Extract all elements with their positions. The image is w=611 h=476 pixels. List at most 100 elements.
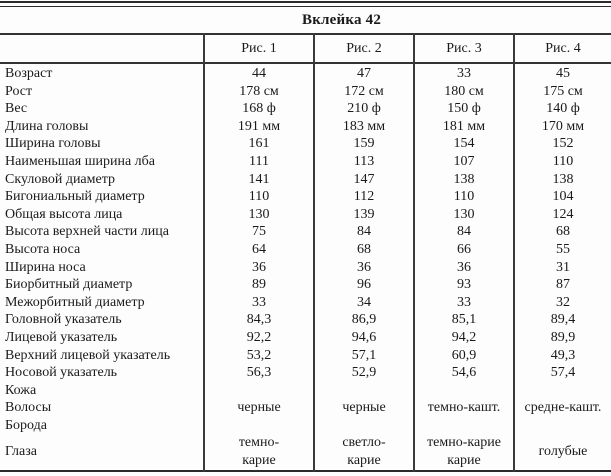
row-label: Волосы bbox=[5, 400, 52, 416]
cell-fig4: 87 bbox=[513, 276, 611, 294]
cell-fig2: 86,9 bbox=[313, 311, 414, 329]
cell-fig4: 110 bbox=[513, 152, 611, 171]
cell-fig4: средне-кашт. bbox=[513, 399, 611, 417]
cell-fig1: 110 bbox=[203, 188, 314, 206]
cell-fig3: 66 bbox=[413, 240, 514, 259]
cell-fig1: 33 bbox=[203, 293, 314, 312]
cell-fig1: 53,2 bbox=[203, 346, 314, 365]
cell-fig4 bbox=[513, 416, 611, 435]
cell-fig2: 112 bbox=[313, 188, 414, 206]
cell-fig4: 138 bbox=[513, 170, 611, 189]
cell-fig1: 44 bbox=[203, 63, 314, 83]
row-label: Лицевой указатель bbox=[5, 329, 118, 345]
cell-fig2: 147 bbox=[313, 170, 414, 189]
table-row: Головной указатель 84,3 86,9 85,1 89,4 bbox=[0, 311, 611, 329]
cell-fig2: 36 bbox=[313, 258, 414, 277]
cell-fig3: 54,6 bbox=[413, 364, 514, 382]
cell-fig2: 113 bbox=[313, 152, 414, 171]
cell-fig4 bbox=[513, 381, 611, 400]
header-cell-fig3: Рис. 3 bbox=[413, 34, 514, 63]
cell-fig4: 124 bbox=[513, 205, 611, 224]
cell-fig3: 107 bbox=[413, 152, 514, 171]
cell-fig4: 104 bbox=[513, 188, 611, 206]
cell-fig1: 75 bbox=[203, 223, 314, 241]
row-label: Возраст bbox=[5, 66, 53, 81]
cell-fig4: голубые bbox=[513, 434, 611, 471]
cell-fig2: 68 bbox=[313, 240, 414, 259]
row-label: Общая высота лица bbox=[5, 206, 123, 222]
row-label: Высота носа bbox=[5, 241, 81, 257]
table-row: Биорбитный диаметр 89 96 93 87 bbox=[0, 276, 611, 294]
cell-fig2: 172 см bbox=[313, 82, 414, 101]
row-label: Наименьшая ширина лба bbox=[5, 153, 155, 169]
table-row: Верхний лицевой указатель 53,2 57,1 60,9… bbox=[0, 346, 611, 365]
row-label: Межорбитный диаметр bbox=[5, 294, 145, 310]
cell-fig3: темно-карие карие bbox=[413, 434, 514, 471]
cell-fig3: 150 ф bbox=[413, 100, 514, 118]
cell-fig3: 85,1 bbox=[413, 311, 514, 329]
table-row: Общая высота лица 130 139 130 124 bbox=[0, 205, 611, 224]
table-row: Возраст 44 47 33 45 bbox=[0, 63, 611, 83]
header-cell-fig4: Рис. 4 bbox=[513, 34, 611, 63]
row-label: Ширина носа bbox=[5, 259, 86, 275]
cell-fig4: 32 bbox=[513, 293, 611, 312]
top-double-rule bbox=[0, 1, 611, 7]
cell-fig2: 159 bbox=[313, 135, 414, 153]
cell-fig2: 96 bbox=[313, 276, 414, 294]
cell-fig4: 49,3 bbox=[513, 346, 611, 365]
row-label: Борода bbox=[5, 417, 47, 433]
cell-fig2: 183 мм bbox=[313, 117, 414, 136]
table-row: Волосы черные черные темно-кашт. средне-… bbox=[0, 399, 611, 417]
table-row: Рост 178 см 172 см 180 см 175 см bbox=[0, 82, 611, 101]
table-row: Высота верхней части лица 75 84 84 68 bbox=[0, 223, 611, 241]
cell-fig3: 181 мм bbox=[413, 117, 514, 136]
cell-fig3 bbox=[413, 381, 514, 400]
cell-fig1: 56,3 bbox=[203, 364, 314, 382]
cell-fig4: 170 мм bbox=[513, 117, 611, 136]
cell-fig3: 33 bbox=[413, 293, 514, 312]
table-row: Кожа bbox=[0, 381, 611, 400]
cell-fig1: 89 bbox=[203, 276, 314, 294]
header-cell-fig2: Рис. 2 bbox=[313, 34, 414, 63]
table-row: Носовой указатель 56,3 52,9 54,6 57,4 bbox=[0, 364, 611, 382]
cell-fig4: 152 bbox=[513, 135, 611, 153]
cell-fig3: 110 bbox=[413, 188, 514, 206]
cell-fig3: 180 см bbox=[413, 82, 514, 101]
cell-fig3: темно-кашт. bbox=[413, 399, 514, 417]
cell-fig1: темно- карие bbox=[203, 434, 314, 471]
table-row: Вес 168 ф 210 ф 150 ф 140 ф bbox=[0, 100, 611, 118]
row-label: Биорбитный диаметр bbox=[5, 277, 133, 293]
table-row: Ширина головы 161 159 154 152 bbox=[0, 135, 611, 153]
cell-fig2: 210 ф bbox=[313, 100, 414, 118]
row-label: Длина головы bbox=[5, 118, 89, 134]
cell-fig4: 55 bbox=[513, 240, 611, 259]
cell-fig1: 168 ф bbox=[203, 100, 314, 118]
cell-fig3: 60,9 bbox=[413, 346, 514, 365]
cell-fig3 bbox=[413, 416, 514, 435]
cell-fig2 bbox=[313, 416, 414, 435]
cell-fig2: 84 bbox=[313, 223, 414, 241]
cell-fig4: 68 bbox=[513, 223, 611, 241]
row-label: Рост bbox=[5, 83, 33, 99]
row-label: Глаза bbox=[5, 444, 37, 460]
cell-fig1: 141 bbox=[203, 170, 314, 189]
cell-fig1: 84,3 bbox=[203, 311, 314, 329]
header-cell-fig1: Рис. 1 bbox=[203, 34, 314, 63]
cell-fig2: 57,1 bbox=[313, 346, 414, 365]
cell-fig2: 52,9 bbox=[313, 364, 414, 382]
cell-fig1: 178 см bbox=[203, 82, 314, 101]
row-label: Скуловой диаметр bbox=[5, 171, 116, 187]
cell-fig1: 130 bbox=[203, 205, 314, 224]
cell-fig2: 139 bbox=[313, 205, 414, 224]
cell-fig3: 138 bbox=[413, 170, 514, 189]
cell-fig2: светло- карие bbox=[313, 434, 414, 471]
cell-fig1: 111 bbox=[203, 152, 314, 171]
cell-fig3: 33 bbox=[413, 63, 514, 83]
cell-fig2 bbox=[313, 381, 414, 400]
cell-fig4: 175 см bbox=[513, 82, 611, 101]
table-row: Межорбитный диаметр 33 34 33 32 bbox=[0, 293, 611, 312]
cell-fig2: черные bbox=[313, 399, 414, 417]
cell-fig3: 93 bbox=[413, 276, 514, 294]
cell-fig3: 94,2 bbox=[413, 328, 514, 347]
cell-fig3: 84 bbox=[413, 223, 514, 241]
